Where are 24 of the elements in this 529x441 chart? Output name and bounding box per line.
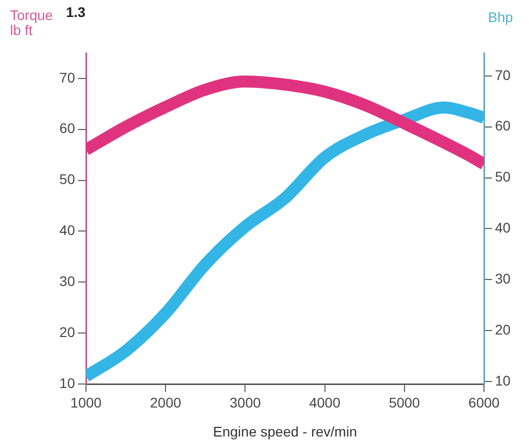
- x-tick-label: 5000: [388, 394, 420, 410]
- y2-tick-label: 40: [495, 220, 511, 236]
- y2-tick-label: 70: [495, 66, 511, 83]
- y2-tick-label: 50: [495, 168, 511, 185]
- x-tick-label: 4000: [309, 394, 341, 410]
- y-tick-label: 30: [59, 273, 76, 290]
- x-tick-label: 6000: [468, 394, 500, 410]
- y2-tick-label: 30: [495, 270, 511, 286]
- x-tick-label: 2000: [150, 394, 182, 410]
- y2-tick-label: 20: [495, 321, 511, 338]
- y-tick-label: 70: [59, 69, 76, 86]
- y-tick-label: 10: [59, 374, 76, 391]
- chart-title: 1.3: [66, 4, 86, 20]
- x-tick-label: 1000: [70, 394, 102, 410]
- y2-tick-label: 10: [495, 372, 511, 388]
- y-tick-label: 40: [59, 222, 76, 238]
- x-axis-title: Engine speed - rev/min: [213, 423, 357, 440]
- y-tick-label: 60: [59, 120, 76, 136]
- x-tick-label: 3000: [230, 394, 261, 410]
- y-axis-title: Torque lb ft: [10, 7, 53, 38]
- y-tick-label: 20: [59, 324, 76, 340]
- y2-axis-title: Bhp: [488, 9, 513, 25]
- y-tick-label: 50: [59, 171, 76, 188]
- y2-tick-label: 60: [495, 118, 511, 134]
